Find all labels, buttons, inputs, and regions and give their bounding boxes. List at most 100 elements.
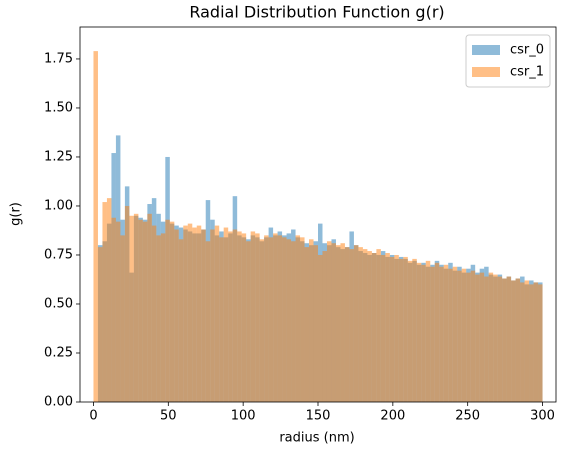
bar [358, 247, 363, 402]
bar [165, 219, 170, 402]
bar [264, 235, 269, 402]
bar [115, 221, 121, 402]
bar [524, 280, 530, 402]
bar [246, 241, 251, 402]
x-tick-label: 300 [530, 409, 555, 424]
bar [178, 239, 184, 402]
bar [124, 205, 130, 402]
bar [174, 229, 179, 402]
y-tick-label: 0.00 [44, 395, 73, 410]
legend-label: csr_1 [510, 65, 544, 80]
bar [97, 247, 103, 402]
bar [529, 284, 534, 402]
y-tick-label: 0.25 [44, 345, 73, 360]
bar [201, 229, 206, 402]
bar [412, 258, 417, 402]
y-axis-label: g(r) [9, 202, 24, 226]
bar [340, 243, 345, 402]
bar [344, 247, 350, 402]
bar [335, 245, 341, 402]
bar [533, 282, 539, 402]
bar [205, 241, 211, 402]
bar [322, 251, 327, 402]
bar [475, 274, 480, 402]
bar [326, 241, 332, 402]
bar [430, 266, 435, 402]
bar [106, 198, 112, 402]
bar [457, 270, 462, 402]
bar [309, 239, 314, 402]
chart-title: Radial Distribution Function g(r) [189, 3, 444, 22]
bar [515, 278, 521, 402]
bar [93, 51, 98, 403]
bar [138, 219, 143, 402]
bar [192, 227, 197, 402]
bar [196, 225, 202, 402]
bar [255, 233, 260, 402]
y-tick-label: 0.50 [44, 296, 73, 311]
bar [466, 272, 471, 402]
bar [291, 241, 296, 402]
bar [385, 253, 390, 402]
x-tick-label: 100 [231, 409, 256, 424]
legend-swatch [472, 45, 500, 55]
bar [403, 256, 408, 402]
bar [506, 276, 512, 402]
y-tick-label: 1.00 [44, 198, 73, 213]
bar [232, 229, 238, 402]
bar [151, 225, 157, 402]
bar [304, 247, 310, 402]
legend-label: csr_0 [510, 43, 544, 58]
x-tick-label: 250 [455, 409, 480, 424]
bar [353, 245, 359, 402]
bar [214, 225, 220, 402]
x-tick-label: 0 [89, 409, 97, 424]
bar [331, 243, 336, 402]
bar [371, 253, 377, 402]
bar [250, 231, 256, 402]
bar [538, 284, 543, 402]
bar [376, 249, 381, 402]
bar [169, 221, 175, 402]
bar [147, 213, 152, 402]
bar [398, 258, 404, 402]
x-axis-label: radius (nm) [279, 431, 354, 446]
y-tick-label: 1.25 [44, 149, 73, 164]
y-tick-label: 1.50 [44, 100, 73, 115]
bar [241, 233, 247, 402]
bar [210, 229, 215, 402]
bar [259, 239, 265, 402]
bar [237, 231, 242, 402]
bar [300, 237, 305, 402]
bar [183, 225, 188, 402]
bar [439, 266, 444, 402]
bar [111, 217, 116, 402]
bar [318, 254, 323, 402]
bar [120, 235, 125, 402]
bar [142, 221, 148, 402]
bar [273, 233, 278, 402]
bar [277, 235, 283, 402]
bar [448, 268, 453, 402]
bar [133, 213, 139, 402]
legend-swatch [472, 67, 500, 77]
bar [520, 282, 525, 402]
bar [470, 270, 476, 402]
bar [421, 264, 426, 402]
bar [443, 264, 449, 402]
bar [268, 237, 274, 402]
y-tick-label: 1.75 [44, 51, 73, 66]
bar [425, 260, 431, 402]
bar [511, 280, 516, 402]
bar [228, 231, 233, 402]
bar [407, 260, 413, 402]
bar [416, 262, 422, 402]
bar [295, 235, 301, 402]
x-tick-label: 200 [380, 409, 405, 424]
y-tick-label: 0.75 [44, 247, 73, 262]
bar [479, 272, 485, 402]
x-tick-label: 150 [306, 409, 331, 424]
bar [223, 227, 229, 402]
